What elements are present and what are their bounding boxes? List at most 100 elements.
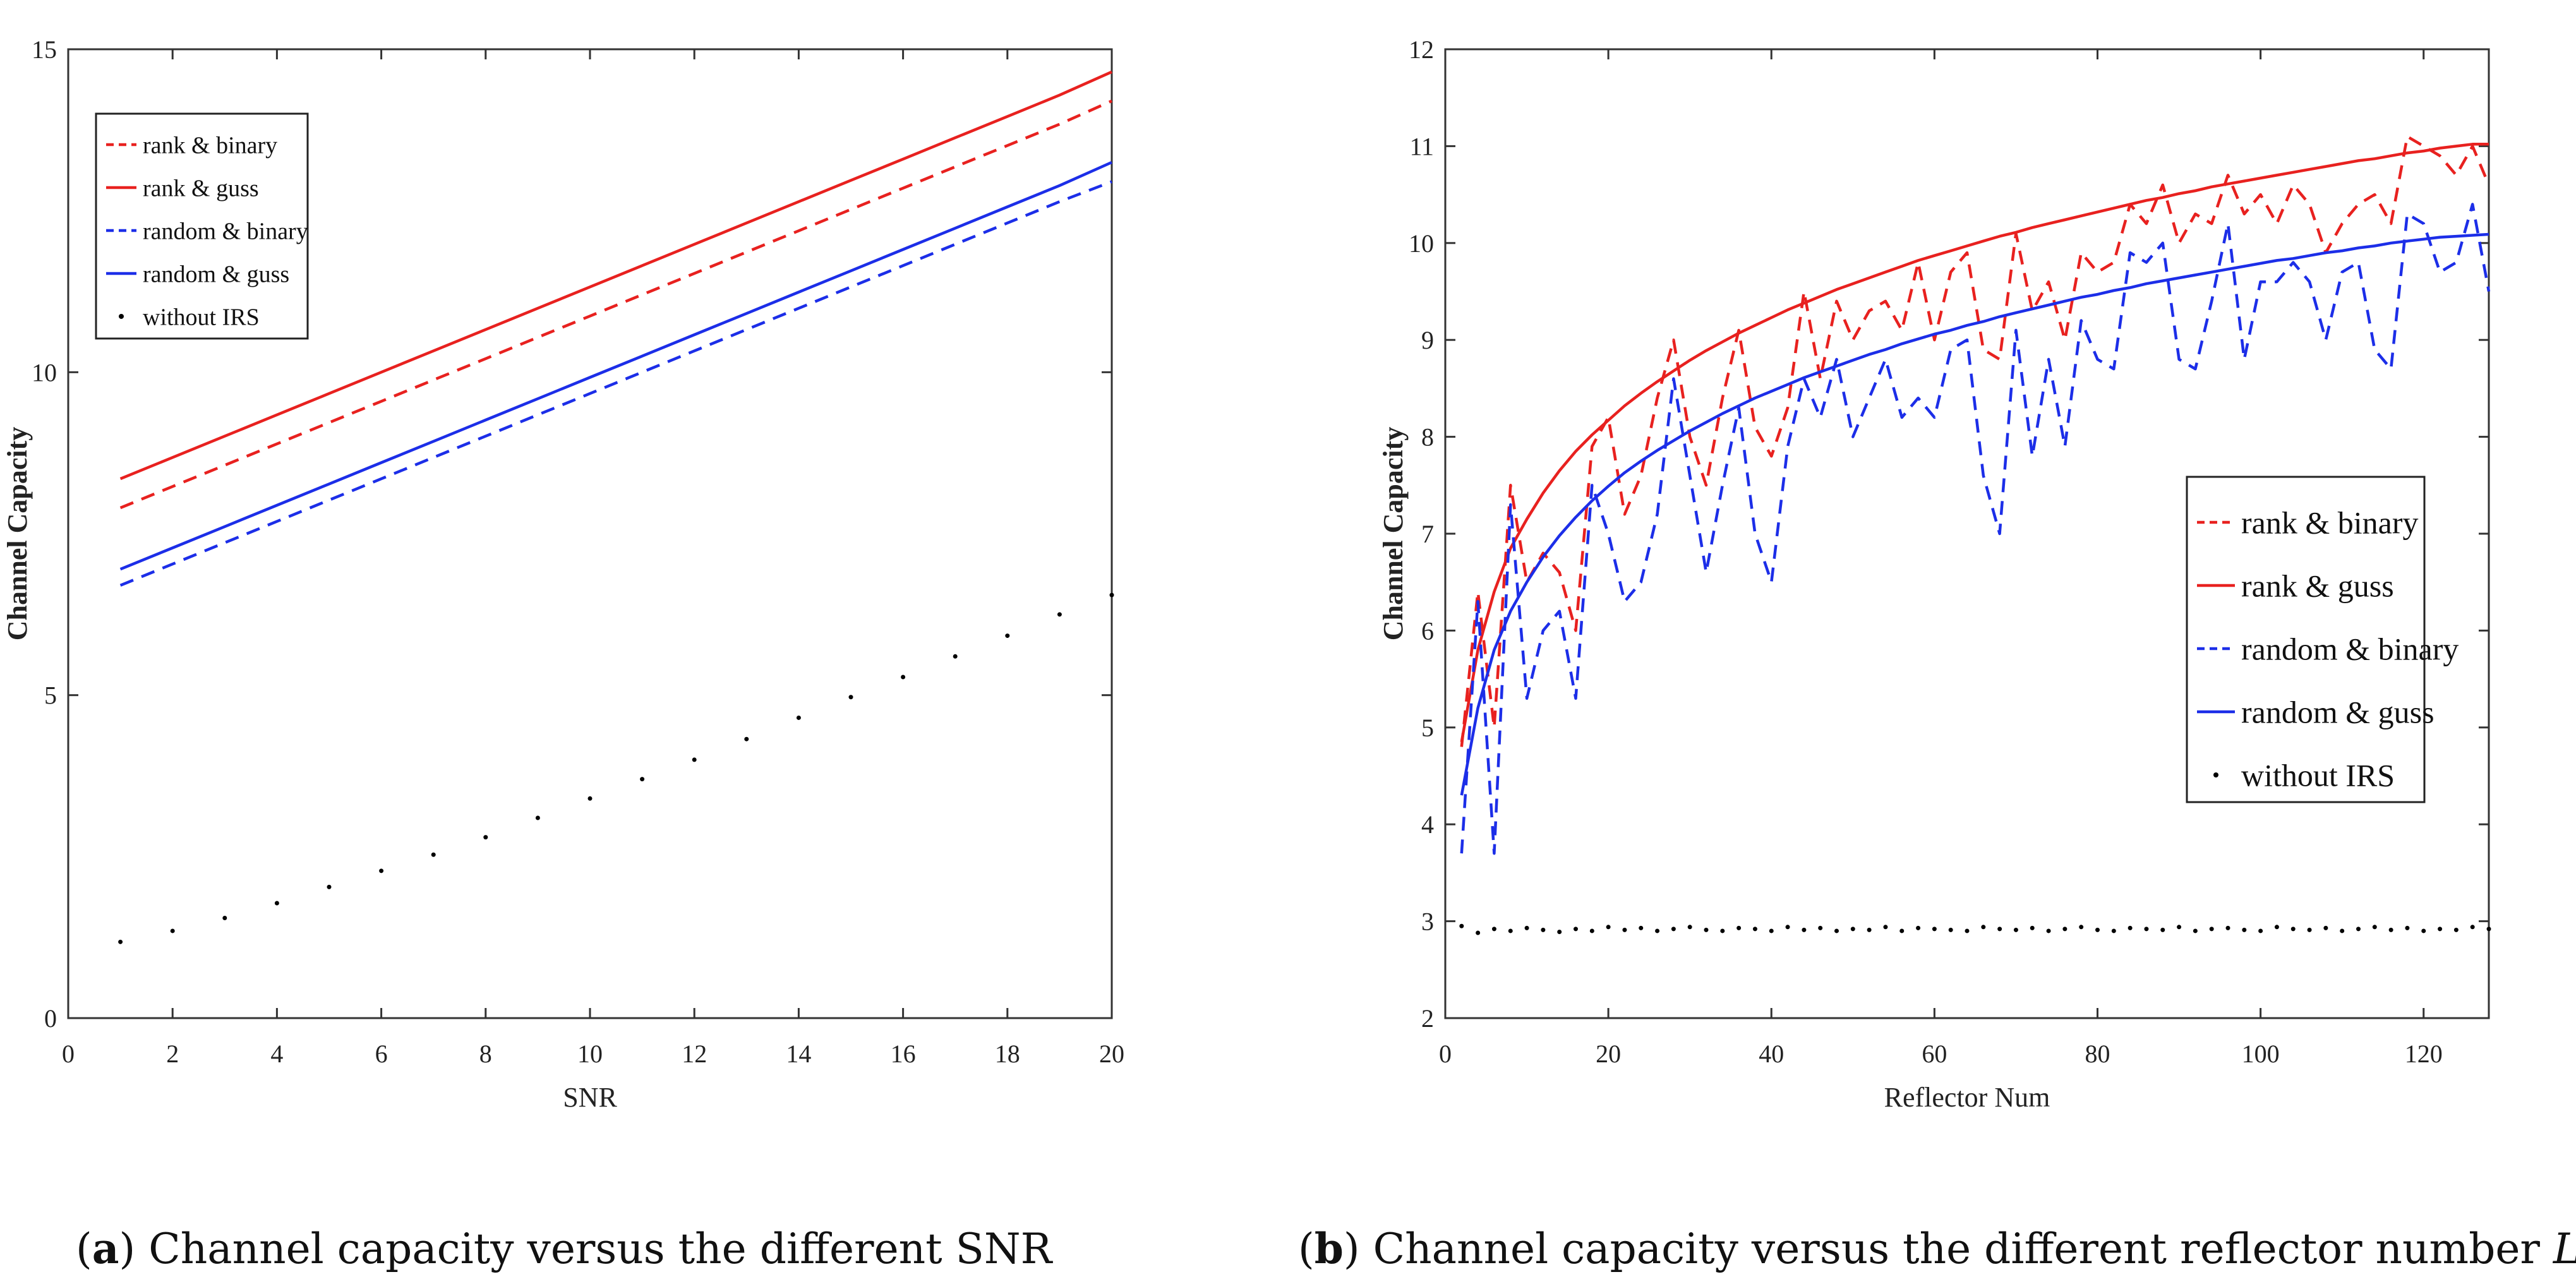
point-b-without-irs xyxy=(1524,925,1529,930)
y-tick-label-a: 5 xyxy=(44,681,57,710)
y-tick-label-b: 12 xyxy=(1409,35,1434,64)
point-b-without-irs xyxy=(2274,925,2279,930)
point-b-without-irs xyxy=(2421,928,2426,933)
point-b-without-irs xyxy=(2307,927,2312,932)
x-tick-label-a: 18 xyxy=(995,1040,1020,1068)
x-tick-label-a: 0 xyxy=(62,1040,75,1068)
point-b-without-irs xyxy=(2225,925,2230,930)
point-b-without-irs xyxy=(2177,925,2182,930)
legend-label-b-random-binary: random & binary xyxy=(2241,632,2459,667)
x-tick-label-a: 6 xyxy=(375,1040,388,1068)
x-tick-label-b: 80 xyxy=(2085,1040,2110,1068)
point-b-without-irs xyxy=(1655,928,1660,933)
point-b-without-irs xyxy=(2013,927,2018,932)
x-tick-label-b: 40 xyxy=(1759,1040,1784,1068)
caption-b: (b) Channel capacity versus the differen… xyxy=(1298,1224,2576,1273)
y-tick-label-b: 4 xyxy=(1421,810,1434,839)
point-b-without-irs xyxy=(2209,927,2214,932)
point-b-without-irs xyxy=(2290,927,2296,932)
y-tick-label-b: 3 xyxy=(1421,908,1434,936)
point-a-without-irs xyxy=(483,835,488,840)
point-b-without-irs xyxy=(2340,928,2345,933)
point-b-without-irs xyxy=(2388,927,2393,932)
x-tick-label-a: 8 xyxy=(479,1040,492,1068)
point-b-without-irs xyxy=(1622,927,1627,932)
series-line-a-rank-binary xyxy=(119,99,1112,510)
caption-b-letter: b xyxy=(1315,1224,1344,1273)
point-b-without-irs xyxy=(2160,927,2165,932)
point-a-without-irs xyxy=(953,654,958,659)
y-tick-label-b: 6 xyxy=(1421,616,1434,645)
point-b-without-irs xyxy=(2095,927,2100,932)
series-line-b-random-binary xyxy=(1460,203,2491,855)
x-tick-label-b: 120 xyxy=(2405,1040,2443,1068)
point-b-without-irs xyxy=(1850,927,1855,932)
point-a-without-irs xyxy=(118,939,123,944)
point-a-without-irs xyxy=(1005,633,1010,639)
point-b-without-irs xyxy=(2258,928,2263,933)
y-tick-label-a: 10 xyxy=(32,358,57,387)
point-b-without-irs xyxy=(2062,927,2067,932)
point-b-without-irs xyxy=(1606,925,1611,930)
x-tick-label-b: 100 xyxy=(2242,1040,2280,1068)
point-a-without-irs xyxy=(535,815,540,820)
point-b-without-irs xyxy=(1720,928,1725,933)
x-axis-label-a: SNR xyxy=(563,1082,617,1113)
legend-label-a-rank-guss: rank & guss xyxy=(143,175,259,201)
series-line-b-random-guss xyxy=(1460,232,2489,796)
y-axis-label-a: Channel Capacity xyxy=(2,427,33,641)
point-b-without-irs xyxy=(2486,927,2491,932)
x-tick-label-a: 16 xyxy=(891,1040,916,1068)
x-tick-label-a: 10 xyxy=(577,1040,603,1068)
point-b-without-irs xyxy=(2030,925,2035,930)
legend-label-a-random-binary: random & binary xyxy=(143,218,308,244)
point-b-without-irs xyxy=(1997,927,2002,932)
point-b-without-irs xyxy=(2111,928,2116,933)
series-line-a-random-binary xyxy=(119,180,1112,587)
point-b-without-irs xyxy=(2144,927,2149,932)
caption-a-text: Channel capacity versus the different SN… xyxy=(148,1225,1053,1273)
point-b-without-irs xyxy=(1785,925,1790,930)
y-tick-label-a: 0 xyxy=(44,1004,57,1033)
point-a-without-irs xyxy=(901,675,906,680)
series-line-a-random-guss xyxy=(119,160,1112,571)
point-b-without-irs xyxy=(1639,925,1644,930)
point-a-without-irs xyxy=(692,757,697,762)
point-b-without-irs xyxy=(2356,927,2361,932)
point-b-without-irs xyxy=(1899,928,1905,933)
caption-a-letter: a xyxy=(92,1224,119,1273)
point-a-without-irs xyxy=(1109,592,1114,597)
point-b-without-irs xyxy=(1867,927,1872,932)
point-a-without-irs xyxy=(327,884,332,889)
legend-box-a xyxy=(95,112,309,340)
point-b-without-irs xyxy=(2242,927,2247,932)
x-tick-label-a: 12 xyxy=(682,1040,707,1068)
point-a-without-irs xyxy=(744,736,749,741)
point-b-without-irs xyxy=(1687,925,1692,930)
point-b-without-irs xyxy=(1508,928,1513,933)
x-tick-label-a: 14 xyxy=(786,1040,811,1068)
x-tick-label-b: 20 xyxy=(1596,1040,1621,1068)
point-b-without-irs xyxy=(1981,925,1986,930)
point-b-without-irs xyxy=(1589,928,1594,933)
y-axis-label-b: Channel Capacity xyxy=(1378,427,1409,641)
point-b-without-irs xyxy=(1671,927,1676,932)
point-b-without-irs xyxy=(1541,927,1546,932)
legend-label-b-random-guss: random & guss xyxy=(2241,695,2435,730)
legend-label-b-rank-binary: rank & binary xyxy=(2241,505,2418,541)
point-a-without-irs xyxy=(274,901,279,906)
x-tick-label-a: 20 xyxy=(1099,1040,1124,1068)
point-b-without-irs xyxy=(1459,923,1464,928)
point-b-without-irs xyxy=(2438,927,2443,932)
point-a-without-irs xyxy=(379,868,384,873)
x-axis-label-b: Reflector Num xyxy=(1884,1082,2050,1113)
caption-b-var: L xyxy=(2553,1225,2576,1273)
point-a-without-irs xyxy=(170,928,175,933)
point-b-without-irs xyxy=(2128,925,2133,930)
y-tick-label-b: 5 xyxy=(1421,714,1434,742)
point-b-without-irs xyxy=(2323,925,2328,930)
point-b-without-irs xyxy=(1574,927,1578,932)
point-b-without-irs xyxy=(2079,925,2084,930)
caption-a: (a) Channel capacity versus the differen… xyxy=(76,1224,1054,1273)
